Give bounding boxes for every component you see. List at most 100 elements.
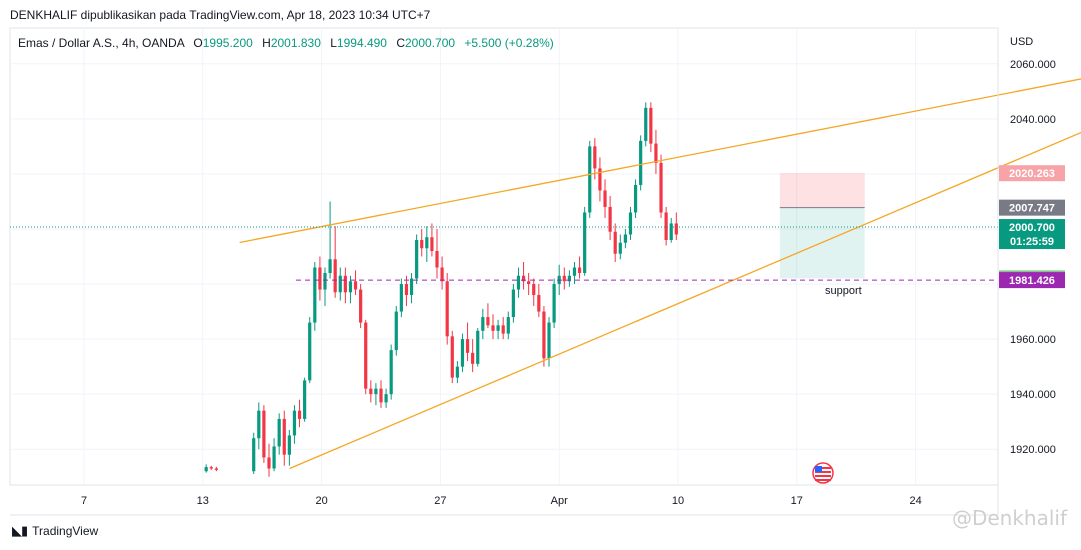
candle-body xyxy=(409,278,414,296)
candle xyxy=(209,465,213,470)
candle xyxy=(476,328,480,367)
candle-body xyxy=(598,168,602,191)
candle-body xyxy=(277,418,281,447)
candle-body xyxy=(608,206,612,232)
candle xyxy=(338,267,342,301)
chart-axes: 1920.0001940.0001960.0001980.0002000.000… xyxy=(10,28,1056,516)
candle-body xyxy=(547,322,551,359)
candle xyxy=(343,267,347,304)
candle-body xyxy=(384,394,388,403)
candle xyxy=(506,311,510,340)
candle-body xyxy=(369,388,373,395)
candle-body xyxy=(333,259,337,293)
price-badges: 2020.2632007.7472000.70001:25:591982.049… xyxy=(999,165,1065,289)
candle-body xyxy=(669,223,673,240)
candle xyxy=(639,135,643,191)
candle-body xyxy=(430,237,434,251)
candle xyxy=(277,413,281,455)
candle-body xyxy=(471,352,475,364)
candle-body xyxy=(404,284,409,296)
candle xyxy=(628,206,633,240)
low-value: 1994.490 xyxy=(336,36,387,50)
y-tick-label: 1920.000 xyxy=(1010,444,1056,456)
candle xyxy=(323,267,327,307)
candle xyxy=(633,179,638,218)
candle-body xyxy=(649,107,653,144)
candle xyxy=(516,267,521,298)
candle xyxy=(659,154,663,218)
candle xyxy=(527,273,531,296)
tradingview-logo[interactable]: ◣▮ TradingView xyxy=(12,523,98,539)
candle-body xyxy=(262,410,266,458)
candle-body xyxy=(628,212,633,235)
candle xyxy=(214,466,218,472)
candle-body xyxy=(511,289,515,318)
candle-body xyxy=(532,284,536,296)
candle-body xyxy=(577,267,582,274)
close-value: 2000.700 xyxy=(405,36,456,50)
candle-body xyxy=(374,388,378,395)
candle xyxy=(204,464,208,473)
candle-body xyxy=(506,317,510,334)
candle xyxy=(394,306,398,356)
candle-body xyxy=(491,325,495,331)
candle xyxy=(313,262,317,331)
candle-body xyxy=(282,418,286,455)
candle-body xyxy=(644,107,648,141)
candle xyxy=(440,256,444,290)
candle xyxy=(567,270,571,287)
candle xyxy=(481,308,485,340)
candle xyxy=(649,102,653,152)
candle-body xyxy=(292,410,297,436)
x-tick-label: 20 xyxy=(315,495,327,507)
candle xyxy=(353,270,358,296)
candle xyxy=(460,333,465,373)
candle-body xyxy=(613,231,617,254)
candle xyxy=(664,206,668,246)
symbol-name: Emas / Dollar A.S., 4h, OANDA xyxy=(18,36,185,50)
candle-body xyxy=(257,410,261,439)
candle xyxy=(572,262,577,285)
candle-body xyxy=(659,162,663,213)
currency-label[interactable]: USD xyxy=(1010,36,1034,48)
y-tick-label: 1960.000 xyxy=(1010,334,1056,346)
candle-body xyxy=(445,281,449,337)
candle xyxy=(333,226,337,298)
candle xyxy=(415,234,419,285)
candle-body xyxy=(496,325,500,331)
candle-body xyxy=(654,143,658,163)
channel-upper-line xyxy=(239,78,1081,244)
us-flag-icon[interactable] xyxy=(812,462,834,484)
candle-body xyxy=(664,212,668,240)
candle-body xyxy=(364,322,368,389)
y-tick-label: 2060.000 xyxy=(1010,59,1056,71)
price-badge-value: 1981.426 xyxy=(1009,275,1055,287)
x-tick-label: 17 xyxy=(791,495,803,507)
close-label: C xyxy=(396,36,405,50)
candle-body xyxy=(204,467,208,472)
candle xyxy=(562,267,566,290)
candle-body xyxy=(618,242,622,254)
candle-body xyxy=(308,322,312,381)
candle-body xyxy=(623,234,627,243)
candle-body xyxy=(481,317,485,331)
drawing-lines: support xyxy=(10,78,1081,470)
candle-body xyxy=(603,190,607,207)
price-badge-bg xyxy=(999,199,1065,216)
candle-body xyxy=(353,281,358,290)
price-badge-value: 2020.263 xyxy=(1009,168,1055,180)
candle xyxy=(257,402,261,450)
price-badge: 2000.700 01:25:59 xyxy=(999,219,1065,250)
candle-body xyxy=(440,267,444,282)
candle xyxy=(491,314,495,340)
candle xyxy=(445,273,449,345)
price-badge-value: 2007.747 xyxy=(1009,203,1055,215)
symbol-legend: Emas / Dollar A.S., 4h, OANDA O1995.200 … xyxy=(18,36,554,50)
candle-body xyxy=(328,259,332,274)
candle-body xyxy=(572,267,577,276)
candle xyxy=(577,256,582,279)
candle-body xyxy=(267,457,271,469)
x-tick-label: 7 xyxy=(81,495,87,507)
candle-body xyxy=(486,317,490,326)
